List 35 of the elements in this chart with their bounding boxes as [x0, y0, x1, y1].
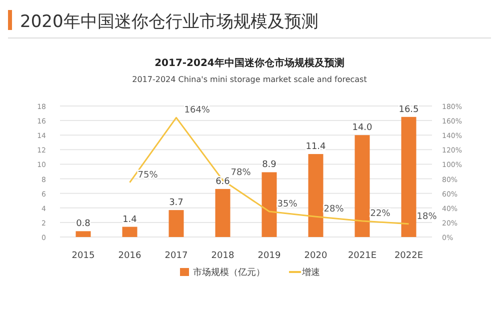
legend-label: 市场规模（亿元）: [193, 267, 265, 278]
data-label: 164%: [184, 106, 210, 116]
data-label: 11.4: [306, 142, 326, 152]
bar: [354, 135, 370, 237]
data-label: 75%: [138, 170, 158, 180]
data-label: 14.0: [352, 123, 373, 134]
bar: [76, 231, 91, 237]
data-label: 18%: [416, 212, 438, 222]
data-label: 0.8: [76, 219, 91, 230]
x-tick-label: 2022E: [394, 251, 424, 261]
bar: [168, 210, 184, 237]
bar: [262, 172, 277, 237]
x-tick-label: 2016: [118, 251, 142, 261]
bar: [308, 154, 324, 237]
legend-label: 增速: [301, 267, 320, 278]
x-tick-label: 2017: [164, 251, 188, 261]
chart-subtitle: 2017-2024 China's mini storage market scale and forecast: [132, 75, 367, 84]
data-label: 78%: [230, 168, 252, 178]
data-label: 1.4: [122, 214, 138, 225]
x-tick-label: 2019: [258, 251, 281, 261]
bar: [401, 116, 416, 237]
text: 2020年中国迷你仓行业市场规模及预测: [20, 12, 318, 32]
bar: [122, 226, 138, 237]
data-label: 8.9: [262, 160, 277, 170]
x-tick-label: 2020: [304, 251, 328, 261]
data-label: 3.7: [169, 198, 184, 208]
data-label: 35%: [277, 200, 298, 210]
x-tick-label: 2015: [72, 251, 95, 261]
x-tick-label: 2018: [211, 251, 234, 261]
data-label: 28%: [324, 204, 344, 215]
data-label: 16.5: [398, 104, 419, 115]
bar: [215, 188, 230, 237]
chart-title: 2017-2024年中国迷你仓市场规模及预测: [154, 57, 344, 69]
x-tick-label: 2021E: [348, 251, 377, 261]
data-label: 22%: [370, 208, 391, 219]
